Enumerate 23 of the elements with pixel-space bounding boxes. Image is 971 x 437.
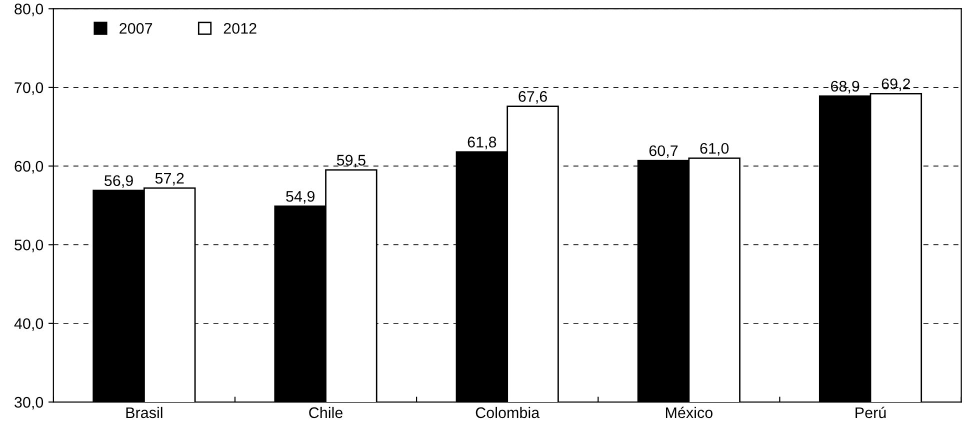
- y-tick-label: 80,0: [14, 4, 44, 16]
- y-tick-label: 60,0: [14, 160, 44, 174]
- data-label: 69,2: [882, 78, 910, 92]
- y-tick-label: 70,0: [14, 82, 44, 95]
- data-label: 60,7: [649, 145, 678, 158]
- data-label: 61,8: [468, 136, 496, 150]
- x-tick-label: Perú: [856, 406, 886, 418]
- y-tick-label: 50,0: [14, 240, 44, 252]
- data-label: 68,9: [830, 80, 860, 94]
- data-label: 59,5: [336, 154, 366, 168]
- x-tick-label: Colombia: [476, 406, 540, 418]
- x-tick-label: Brasil: [126, 406, 162, 418]
- y-tick-label: 30,0: [14, 396, 44, 410]
- data-label: 67,6: [518, 91, 547, 104]
- data-label: 56,9: [104, 175, 133, 188]
- x-tick-label: México: [666, 406, 712, 418]
- legend-label: 2007: [120, 22, 152, 34]
- data-label: 61,0: [700, 142, 729, 156]
- data-label: 57,2: [155, 172, 184, 186]
- y-tick-label: 40,0: [14, 318, 44, 331]
- x-tick-label: Chile: [309, 406, 342, 418]
- data-label: 54,9: [286, 190, 314, 204]
- legend-label: 2012: [224, 22, 256, 34]
